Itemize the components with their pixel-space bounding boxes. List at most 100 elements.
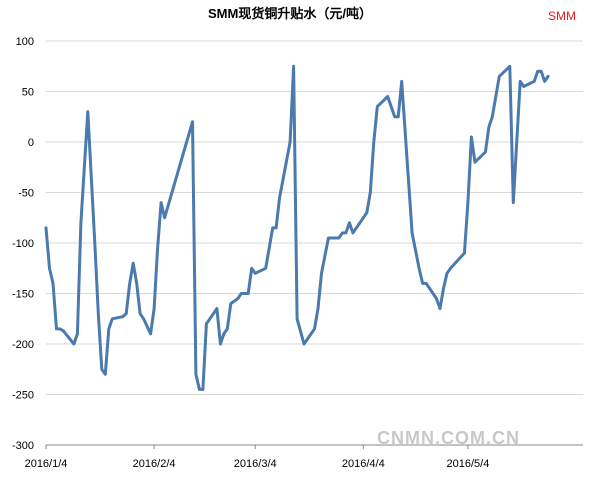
data-point: [410, 231, 414, 235]
data-point: [58, 327, 62, 331]
data-point: [491, 115, 494, 119]
data-point: [152, 307, 156, 310]
x-tick-label: 2016/4/4: [342, 458, 385, 470]
data-point: [442, 287, 445, 290]
data-point: [445, 272, 449, 275]
data-point: [229, 302, 232, 305]
x-tick-label: 2016/1/4: [25, 458, 68, 470]
data-point: [48, 267, 51, 270]
data-point: [508, 65, 511, 68]
grid-lines: [46, 40, 583, 446]
data-point: [327, 236, 330, 240]
data-point: [369, 191, 372, 194]
y-tick-label: -250: [12, 390, 34, 402]
chart-title: SMM现货铜升贴水（元/吨）: [208, 6, 372, 21]
data-point: [351, 231, 355, 235]
data-point: [159, 201, 163, 204]
y-tick-label: 50: [22, 87, 34, 99]
data-point: [421, 282, 424, 285]
data-point: [522, 85, 525, 88]
data-point: [543, 80, 546, 83]
data-point: [348, 221, 351, 224]
data-point: [313, 327, 316, 331]
y-tick-label: 0: [28, 137, 34, 149]
data-point: [498, 75, 501, 78]
data-point: [264, 267, 267, 270]
data-point: [191, 120, 194, 124]
data-point: [44, 226, 48, 230]
data-point: [546, 75, 550, 78]
y-tick-label: -150: [12, 289, 34, 301]
data-point: [156, 246, 159, 250]
data-point: [512, 201, 515, 204]
data-point: [250, 267, 253, 270]
data-point: [316, 307, 320, 310]
y-tick-label: -100: [12, 238, 34, 250]
data-point: [435, 297, 438, 300]
data-point: [292, 65, 295, 68]
data-point: [473, 161, 477, 164]
data-point: [487, 125, 491, 129]
data-point: [51, 282, 55, 285]
data-point: [163, 216, 166, 219]
data-point: [104, 373, 107, 376]
data-point: [397, 115, 400, 119]
y-tick-label: -200: [12, 339, 34, 351]
data-point: [128, 282, 131, 285]
data-point: [93, 241, 97, 245]
data-point: [121, 315, 124, 318]
data-point: [274, 226, 278, 230]
y-tick-labels: 100 50 0 -50 -100 -150 -200 -250 -300: [12, 36, 34, 452]
data-point: [194, 373, 198, 376]
data-point: [97, 312, 100, 315]
data-point: [198, 388, 201, 391]
brand-label: SMM: [548, 9, 576, 23]
data-point: [424, 282, 428, 285]
data-point: [72, 342, 76, 346]
data-point: [135, 282, 138, 285]
data-point: [205, 322, 208, 325]
data-point: [417, 267, 421, 270]
data-point: [107, 327, 111, 331]
data-point: [365, 211, 368, 214]
data-point: [254, 272, 257, 275]
data-point: [149, 332, 152, 336]
data-point: [540, 70, 543, 73]
data-point: [240, 292, 243, 295]
data-point: [344, 231, 348, 235]
data-point: [463, 251, 466, 255]
data-point: [278, 196, 281, 199]
data-point: [219, 342, 222, 346]
y-tick-label: -50: [18, 188, 34, 200]
data-point: [362, 216, 365, 219]
data-point: [533, 80, 536, 83]
x-tick-label: 2016/5/4: [447, 458, 490, 470]
data-point: [470, 135, 473, 139]
data-point: [79, 221, 83, 224]
data-point: [320, 272, 323, 275]
y-tick-label: 100: [16, 36, 34, 48]
x-tick-label: 2016/3/4: [234, 458, 277, 470]
data-point: [337, 236, 341, 240]
data-point: [295, 317, 299, 320]
data-point: [288, 140, 292, 144]
data-point: [138, 312, 142, 315]
data-point: [449, 267, 452, 270]
data-point: [519, 80, 522, 83]
series-layer: [44, 64, 550, 391]
data-point: [125, 312, 128, 315]
data-point: [386, 95, 389, 98]
data-point: [62, 329, 65, 333]
data-point: [466, 201, 470, 204]
y-tick-label: -300: [12, 440, 34, 452]
data-point: [215, 307, 219, 310]
data-point: [142, 317, 145, 320]
data-point: [132, 262, 135, 265]
data-point: [226, 327, 229, 331]
data-point: [302, 342, 306, 346]
data-point: [536, 70, 539, 73]
x-tick-label: 2016/2/4: [133, 458, 176, 470]
x-tick-labels: 2016/1/4 2016/2/4 2016/3/4 2016/4/4 2016/5/4: [25, 445, 490, 470]
data-point: [247, 292, 250, 295]
